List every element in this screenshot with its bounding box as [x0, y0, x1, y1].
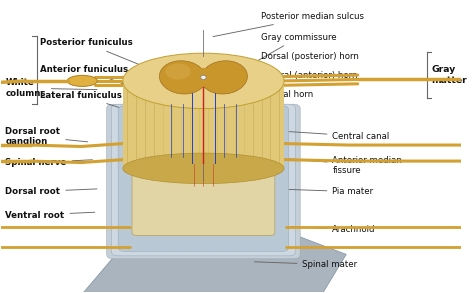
Ellipse shape [165, 64, 191, 80]
Text: Central canal: Central canal [229, 128, 390, 141]
Text: Ventral root: Ventral root [5, 211, 95, 219]
Text: Ventral (anterior) horn: Ventral (anterior) horn [241, 71, 357, 88]
Ellipse shape [201, 75, 206, 79]
FancyBboxPatch shape [118, 106, 289, 251]
FancyBboxPatch shape [111, 104, 296, 256]
Text: White
columns: White columns [5, 79, 97, 98]
Text: Lateral horn: Lateral horn [241, 89, 313, 109]
Ellipse shape [123, 53, 284, 109]
Text: Lateral funiculus: Lateral funiculus [40, 91, 134, 112]
Text: Pia mater: Pia mater [273, 187, 374, 196]
Ellipse shape [159, 61, 206, 94]
Text: Gray
matter: Gray matter [431, 65, 467, 85]
Text: Posterior median sulcus: Posterior median sulcus [213, 12, 364, 37]
Ellipse shape [67, 75, 97, 86]
Text: Dorsal root
ganglion: Dorsal root ganglion [5, 127, 88, 146]
Text: Dorsal (posterior) horn: Dorsal (posterior) horn [234, 52, 359, 67]
Text: Spinal mater: Spinal mater [255, 260, 357, 269]
Text: Gray commissure: Gray commissure [219, 33, 337, 82]
Polygon shape [83, 231, 346, 292]
Text: Arachnoid: Arachnoid [292, 225, 376, 234]
FancyBboxPatch shape [132, 87, 275, 236]
Text: Anterior funiculus: Anterior funiculus [40, 65, 137, 89]
Ellipse shape [201, 61, 247, 94]
Text: Dorsal root: Dorsal root [5, 187, 97, 196]
Polygon shape [123, 81, 284, 168]
FancyBboxPatch shape [107, 104, 300, 259]
Text: Posterior funiculus: Posterior funiculus [40, 38, 141, 65]
Ellipse shape [194, 68, 213, 87]
Text: Anterior median
fissure: Anterior median fissure [231, 154, 402, 175]
Text: Spinal nerve: Spinal nerve [5, 158, 92, 167]
Ellipse shape [123, 153, 284, 184]
